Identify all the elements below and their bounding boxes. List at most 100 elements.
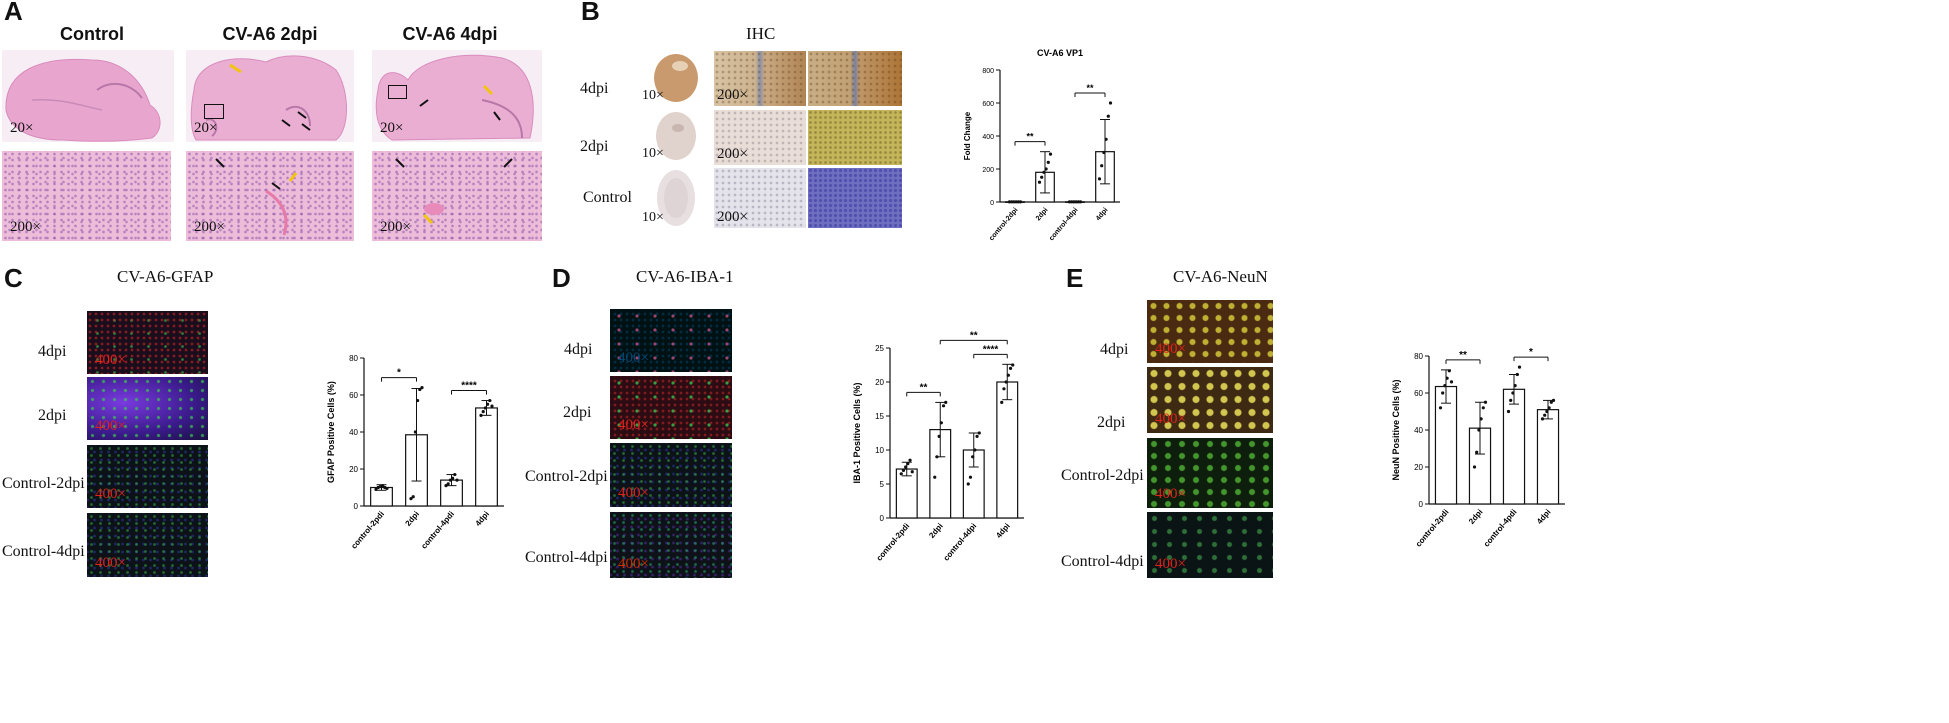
if-gfap-control-2dpi: 400×: [87, 445, 208, 508]
row-label-4dpi: 4dpi: [580, 80, 609, 97]
chart-neun-positive-cells: 0 20 40 60 80 NeuN Positive Cells (%) control-…: [1391, 347, 1565, 549]
y-tick-label: 0: [354, 502, 359, 511]
x-tick-label: 2dpi: [927, 522, 944, 540]
data-point: [1549, 400, 1553, 404]
data-point: [906, 462, 910, 466]
y-tick-label: 80: [1414, 352, 1423, 361]
x-tick-label: 4dpi: [474, 510, 491, 528]
data-point: [908, 458, 912, 462]
data-point: [1048, 152, 1053, 156]
data-point: [1547, 406, 1551, 410]
data-point: [1006, 373, 1010, 377]
row-label-control-2dpi: Control-2dpi: [2, 475, 85, 492]
data-point: [899, 472, 903, 476]
y-tick-label: 60: [349, 391, 358, 400]
if-iba1-4dpi: 400×: [610, 309, 732, 372]
mag-label-400x: 400×: [618, 556, 649, 572]
x-tick-label: 4dpi: [1095, 207, 1110, 223]
data-point: [488, 398, 492, 403]
brain-section-drawing: [375, 54, 534, 141]
ihc-4dpi-200x-left: 200×: [714, 51, 806, 106]
data-point: [448, 478, 452, 482]
y-tick-label: 10: [875, 446, 884, 455]
panel-a-title-2dpi: CV-A6 2dpi: [222, 24, 318, 44]
annotation-arrows: [395, 158, 513, 225]
data-point: [975, 434, 979, 438]
brain-thumbnail: [657, 170, 695, 226]
significance-label: *: [1529, 347, 1533, 358]
he-4dpi-20x: 20×: [372, 50, 542, 142]
data-point: [1100, 164, 1104, 168]
row-label-control: Control: [583, 189, 632, 206]
y-tick-label: 25: [875, 344, 884, 353]
data-point: [1438, 406, 1443, 410]
mag-label-20x: 20×: [380, 120, 404, 136]
y-tick-label: 800: [982, 68, 994, 75]
data-point: [1012, 200, 1016, 204]
mag-label-200x: 200×: [380, 219, 411, 235]
mag-label-200x: 200×: [717, 146, 748, 162]
row-label-control-4dpi: Control-4dpi: [2, 543, 85, 560]
data-point: [1475, 450, 1479, 454]
data-point: [1540, 417, 1545, 421]
data-point: [1445, 376, 1449, 380]
mag-label-200x: 200×: [10, 219, 41, 235]
if-gfap-2dpi: 400×: [87, 377, 208, 440]
data-point: [416, 398, 420, 403]
row-label-2dpi: 2dpi: [580, 138, 609, 155]
if-neun-4dpi: 400×: [1147, 300, 1273, 363]
data-point: [1008, 366, 1013, 370]
panel-a-title-4dpi: CV-A6 4dpi: [402, 24, 498, 44]
row-label-2dpi: 2dpi: [563, 404, 592, 421]
panel-e-title: CV-A6-NeuN: [1173, 267, 1268, 286]
inset-box: [204, 104, 224, 119]
data-point: [420, 386, 424, 390]
x-tick-label: control-4pdi: [1482, 508, 1519, 549]
mag-label-10x: 10×: [642, 88, 664, 103]
significance-label: ****: [461, 381, 477, 392]
brain-thumbnail: [654, 54, 698, 102]
bar: [895, 468, 918, 519]
data-point: [935, 455, 939, 459]
data-point: [968, 475, 973, 479]
significance-label: **: [920, 382, 928, 393]
x-tick-label: 2dpi: [1035, 207, 1050, 223]
bar: [1434, 385, 1458, 505]
data-point: [446, 482, 450, 486]
mag-label-400x: 400×: [1155, 556, 1186, 572]
y-tick-label: 60: [1414, 389, 1423, 398]
x-tick-label: control-2pdi: [875, 522, 912, 563]
brain-thumbnail: [656, 112, 696, 160]
row-label-4dpi: 4dpi: [38, 343, 67, 360]
if-neun-control-2dpi: 400×: [1147, 438, 1273, 508]
data-point: [1011, 363, 1015, 367]
data-point: [1545, 409, 1549, 414]
y-axis-label: NeuN Positive Cells (%): [1391, 379, 1401, 480]
data-point: [483, 406, 487, 410]
x-tick-label: 4dpi: [994, 522, 1011, 540]
data-point: [409, 497, 413, 501]
mag-label-20x: 20×: [10, 120, 34, 136]
x-tick-label: control-2dpi: [988, 207, 1019, 243]
he-4dpi-200x: 200×: [372, 151, 542, 241]
data-point: [1517, 365, 1522, 369]
y-tick-label: 20: [875, 378, 884, 387]
brain-section-drawing: [190, 55, 347, 141]
data-point: [1037, 180, 1042, 184]
panel-letter-a: A: [4, 0, 23, 26]
y-tick-label: 20: [1414, 463, 1423, 472]
ihc-2dpi-200x-left: 200×: [714, 110, 806, 165]
panel-b-title: IHC: [746, 24, 776, 43]
data-point: [1449, 380, 1454, 384]
y-tick-label: 0: [990, 200, 994, 207]
row-label-control-2dpi: Control-2dpi: [525, 468, 608, 485]
data-point: [977, 431, 981, 435]
panel-letter-b: B: [581, 0, 600, 26]
data-point: [490, 404, 494, 408]
data-point: [374, 487, 378, 491]
data-point: [1551, 398, 1556, 402]
y-tick-label: 5: [880, 480, 885, 489]
mag-label-400x: 400×: [1155, 486, 1186, 502]
mag-label-400x: 400×: [618, 485, 649, 501]
data-point: [1447, 369, 1451, 373]
